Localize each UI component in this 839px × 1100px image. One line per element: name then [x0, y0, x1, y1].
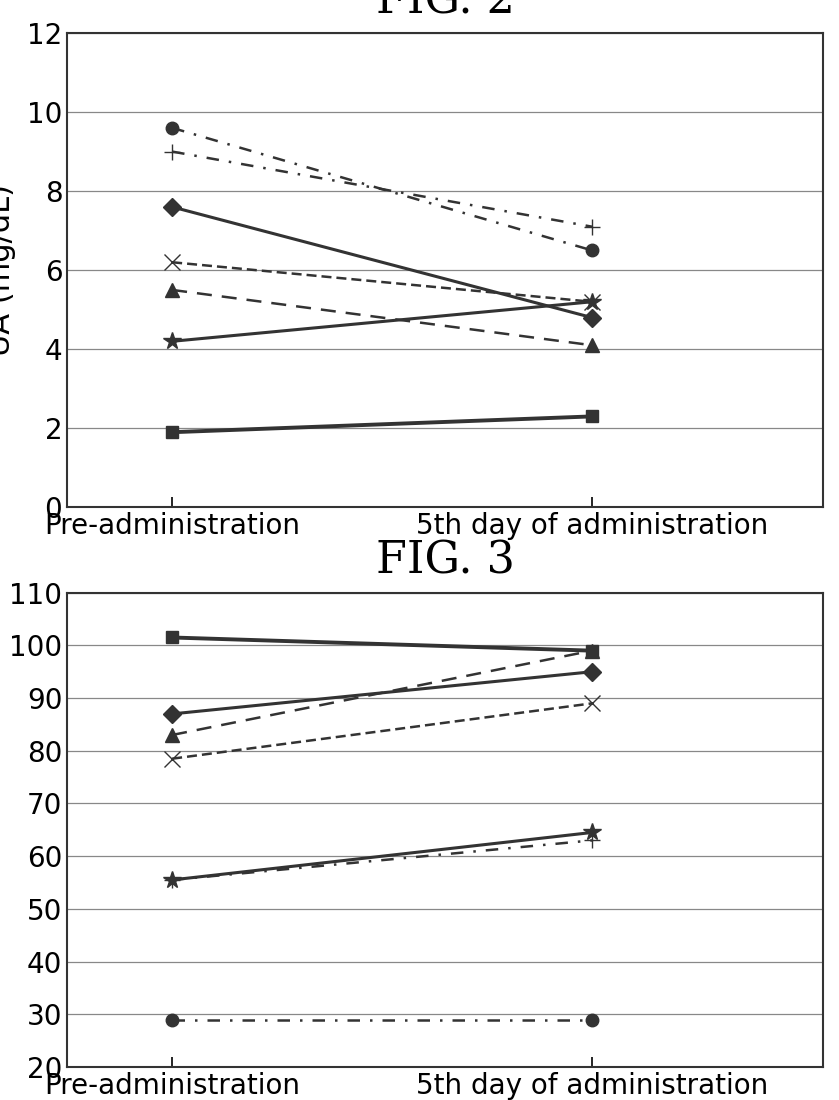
Y-axis label: UA (mg/dL): UA (mg/dL): [0, 184, 16, 356]
Title: FIG. 3: FIG. 3: [375, 539, 514, 582]
Title: FIG. 2: FIG. 2: [375, 0, 514, 23]
